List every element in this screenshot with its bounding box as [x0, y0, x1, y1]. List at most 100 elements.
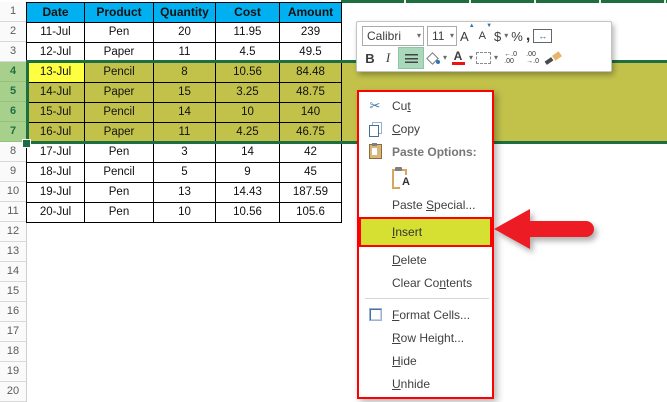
percent-style-button[interactable]: %: [511, 26, 523, 46]
bold-button[interactable]: B: [362, 48, 378, 68]
menu-item-hide[interactable]: Hide: [359, 349, 492, 372]
cell-amount[interactable]: 42: [280, 143, 342, 163]
row-header-17[interactable]: 17: [0, 322, 26, 342]
cell-product[interactable]: Pencil: [85, 63, 154, 83]
borders-button[interactable]: [476, 48, 492, 68]
grow-font-button[interactable]: A: [460, 23, 474, 46]
cell-cost[interactable]: 4.25: [216, 123, 280, 143]
cell-date[interactable]: 17-Jul: [27, 143, 85, 163]
row-header-12[interactable]: 12: [0, 222, 26, 242]
chevron-down-icon[interactable]: ▾: [494, 53, 499, 62]
cell-date[interactable]: 15-Jul: [27, 103, 85, 123]
autofit-width-button[interactable]: ↔: [533, 26, 553, 46]
chevron-down-icon[interactable]: ▾: [469, 53, 474, 62]
row-header-14[interactable]: 14: [0, 262, 26, 282]
cell-quantity[interactable]: 10: [154, 203, 216, 223]
shrink-font-button[interactable]: A: [479, 23, 493, 46]
cell-date[interactable]: 11-Jul: [27, 23, 85, 43]
row-header-1[interactable]: 1: [0, 2, 26, 22]
row-header-18[interactable]: 18: [0, 342, 26, 362]
cell-cost[interactable]: 9: [216, 163, 280, 183]
cell-cost[interactable]: 14: [216, 143, 280, 163]
cell-date[interactable]: 20-Jul: [27, 203, 85, 223]
row-header-19[interactable]: 19: [0, 362, 26, 382]
row-header-10[interactable]: 10: [0, 182, 26, 202]
menu-item-unhide[interactable]: Unhide: [359, 372, 492, 395]
column-header-quantity[interactable]: Quantity: [154, 3, 216, 23]
menu-item-insert[interactable]: Insert: [359, 217, 492, 247]
font-name-select[interactable]: Calibri ▾: [362, 26, 424, 46]
menu-item-format-cells[interactable]: Format Cells...: [359, 303, 492, 326]
row-header-15[interactable]: 15: [0, 282, 26, 302]
paste-keep-source-formatting-button[interactable]: A: [392, 167, 412, 189]
row-header-7[interactable]: 7: [0, 122, 26, 142]
decrease-decimal-button[interactable]: .00 →.0: [526, 51, 539, 65]
cell-quantity[interactable]: 20: [154, 23, 216, 43]
column-header-cost[interactable]: Cost: [216, 3, 280, 23]
cell-amount[interactable]: 84.48: [280, 63, 342, 83]
cell-cost[interactable]: 10.56: [216, 203, 280, 223]
cell-cost[interactable]: 10: [216, 103, 280, 123]
row-header-11[interactable]: 11: [0, 202, 26, 222]
cell-amount[interactable]: 187.59: [280, 183, 342, 203]
cell-cost[interactable]: 10.56: [216, 63, 280, 83]
cell-product[interactable]: Pen: [85, 203, 154, 223]
chevron-down-icon[interactable]: ▾: [504, 31, 509, 40]
fill-handle[interactable]: [22, 139, 31, 148]
chevron-down-icon[interactable]: ▾: [449, 31, 454, 40]
format-painter-button[interactable]: [545, 48, 562, 68]
font-color-button[interactable]: A: [450, 48, 466, 68]
cell-amount[interactable]: 45: [280, 163, 342, 183]
cell-cost[interactable]: 3.25: [216, 83, 280, 103]
menu-item-copy[interactable]: Copy: [359, 117, 492, 140]
cell-date[interactable]: 19-Jul: [27, 183, 85, 203]
menu-item-clear-contents[interactable]: Clear Contents: [359, 271, 492, 294]
cell-quantity[interactable]: 14: [154, 103, 216, 123]
cell-product[interactable]: Pencil: [85, 163, 154, 183]
font-size-select[interactable]: 11 ▾: [427, 26, 457, 46]
row-header-8[interactable]: 8: [0, 142, 26, 162]
cell-quantity[interactable]: 8: [154, 63, 216, 83]
cell-quantity[interactable]: 15: [154, 83, 216, 103]
chevron-down-icon[interactable]: ▾: [416, 31, 421, 40]
cell-amount[interactable]: 239: [280, 23, 342, 43]
row-header-5[interactable]: 5: [0, 82, 26, 102]
menu-item-cut[interactable]: ✂ Cut: [359, 94, 492, 117]
cell-amount[interactable]: 46.75: [280, 123, 342, 143]
menu-item-delete[interactable]: Delete: [359, 248, 492, 271]
row-header-13[interactable]: 13: [0, 242, 26, 262]
menu-item-paste-special[interactable]: Paste Special...: [359, 193, 492, 216]
cell-product[interactable]: Pen: [85, 183, 154, 203]
menu-item-row-height[interactable]: Row Height...: [359, 326, 492, 349]
column-header-amount[interactable]: Amount: [280, 3, 342, 23]
cell-date[interactable]: 18-Jul: [27, 163, 85, 183]
increase-decimal-button[interactable]: ←.0 .00: [504, 51, 517, 65]
cell-cost[interactable]: 14.43: [216, 183, 280, 203]
cell-date[interactable]: 16-Jul: [27, 123, 85, 143]
column-header-date[interactable]: Date: [27, 3, 85, 23]
cell-product[interactable]: Pen: [85, 143, 154, 163]
cell-amount[interactable]: 48.75: [280, 83, 342, 103]
cell-date-active[interactable]: 13-Jul: [27, 63, 85, 83]
chevron-down-icon[interactable]: ▾: [443, 53, 448, 62]
row-header-6[interactable]: 6: [0, 102, 26, 122]
cell-cost[interactable]: 11.95: [216, 23, 280, 43]
cell-quantity[interactable]: 5: [154, 163, 216, 183]
cell-amount[interactable]: 140: [280, 103, 342, 123]
italic-button[interactable]: I: [381, 48, 395, 68]
row-header-3[interactable]: 3: [0, 42, 26, 62]
row-header-9[interactable]: 9: [0, 162, 26, 182]
row-header-20[interactable]: 20: [0, 382, 26, 402]
column-header-product[interactable]: Product: [85, 3, 154, 23]
accounting-format-button[interactable]: $: [494, 26, 501, 46]
cell-product[interactable]: Paper: [85, 83, 154, 103]
row-header-2[interactable]: 2: [0, 22, 26, 42]
cell-product[interactable]: Pen: [85, 23, 154, 43]
row-header-16[interactable]: 16: [0, 302, 26, 322]
cell-quantity[interactable]: 3: [154, 143, 216, 163]
cell-amount[interactable]: 105.6: [280, 203, 342, 223]
cell-product[interactable]: Paper: [85, 123, 154, 143]
cell-product[interactable]: Pencil: [85, 103, 154, 123]
align-center-button[interactable]: [398, 47, 424, 69]
row-header-4[interactable]: 4: [0, 62, 26, 82]
